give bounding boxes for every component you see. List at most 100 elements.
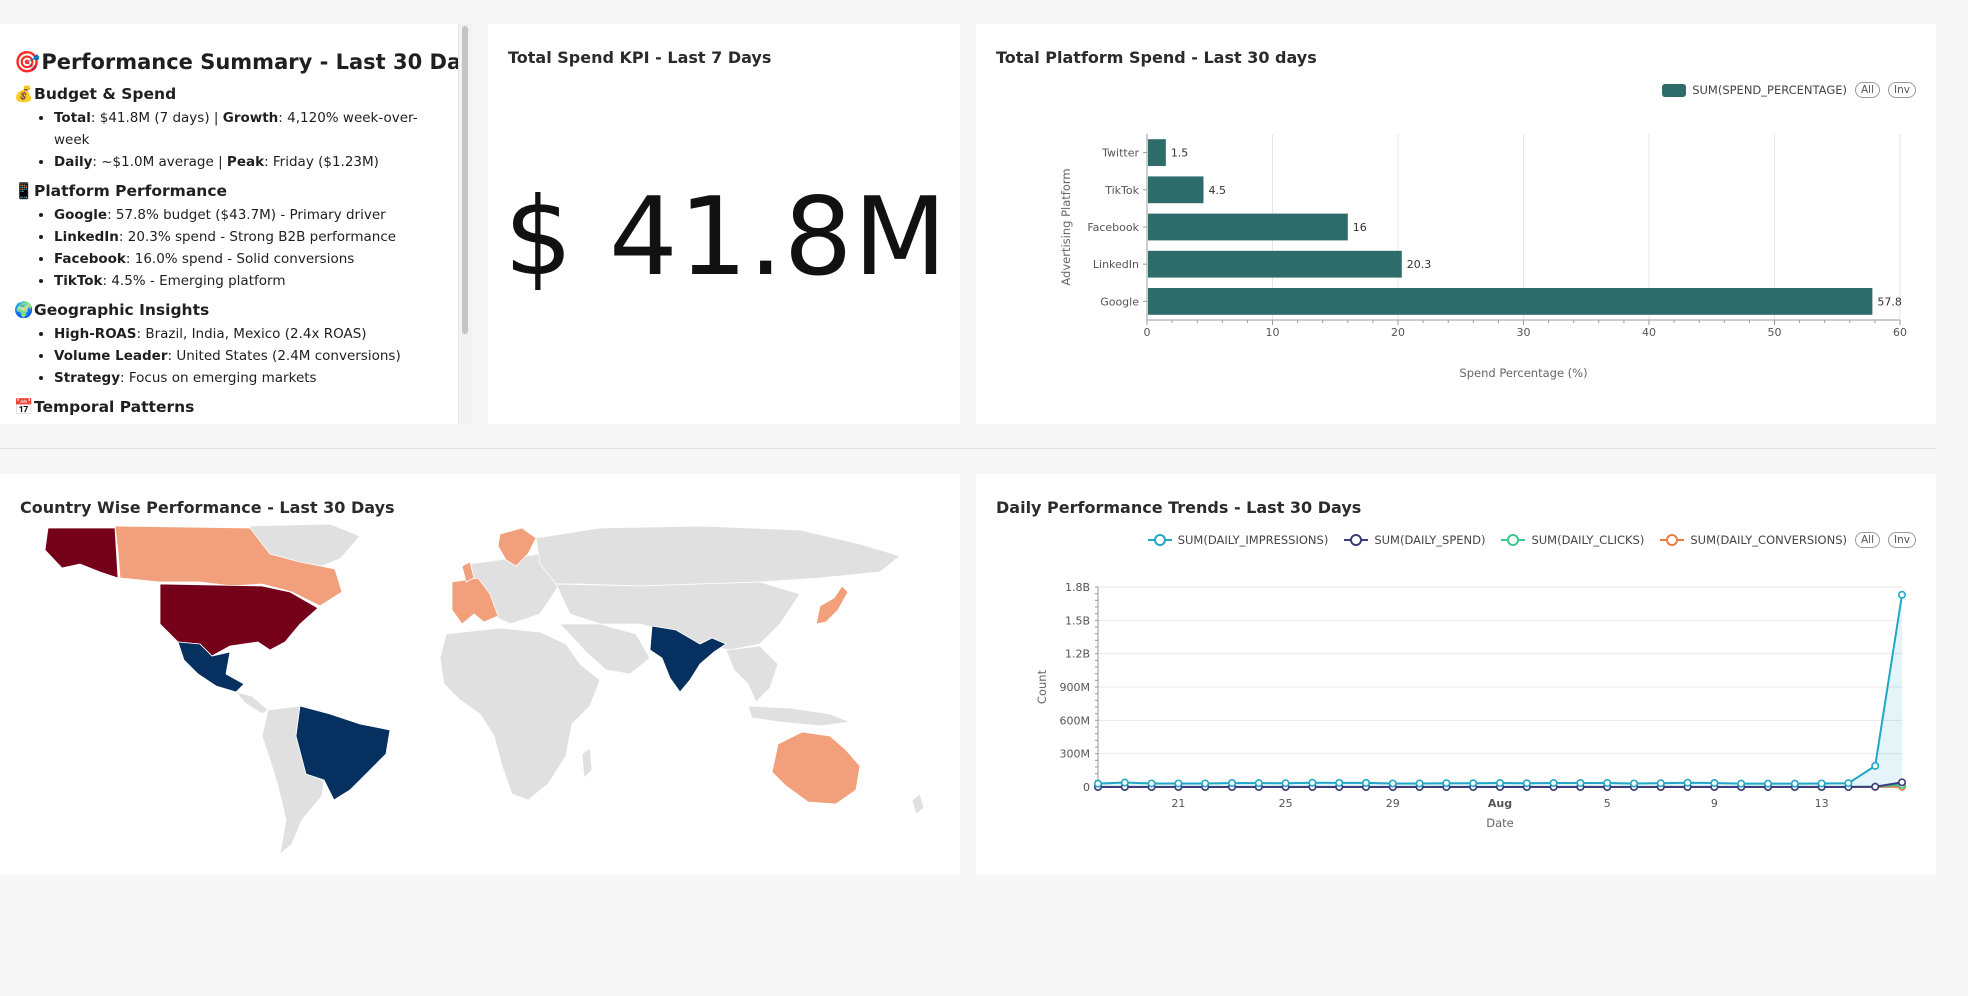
x-tick-label: Aug: [1488, 797, 1512, 810]
summary-list-item: High-ROAS: Brazil, India, Mexico (2.4x R…: [54, 323, 448, 345]
trends-legend: SUM(DAILY_IMPRESSIONS) SUM(DAILY_SPEND) SU…: [1140, 532, 1916, 548]
series-point: [1254, 779, 1263, 788]
section-icon: 📅: [14, 398, 34, 416]
summary-item-key: TikTok: [54, 273, 103, 289]
x-tick-label: 50: [1768, 326, 1782, 339]
x-tick-label: 13: [1815, 797, 1829, 810]
bar-linkedin: [1148, 250, 1402, 278]
series-point: [1710, 778, 1719, 787]
bar-data-label: 4.5: [1208, 184, 1226, 197]
y-tick-label: 1.2B: [1065, 648, 1090, 661]
x-tick-label: 9: [1711, 797, 1718, 810]
y-tick-label: 600M: [1060, 714, 1091, 727]
series-point: [1147, 779, 1156, 788]
series-point: [1308, 778, 1317, 787]
series-point: [1120, 778, 1129, 787]
bar-data-label: 57.8: [1877, 295, 1902, 308]
x-tick-label: 30: [1517, 326, 1531, 339]
y-tick-label: 0: [1083, 781, 1090, 794]
country-indonesia[interactable]: [747, 705, 852, 727]
impressions-area: [1098, 594, 1902, 787]
country-asia-central[interactable]: [555, 581, 801, 651]
series-point: [1228, 778, 1237, 787]
platform-spend-card: Total Platform Spend - Last 30 days SUM(…: [976, 24, 1936, 424]
y-tick-label: LinkedIn: [1093, 258, 1139, 271]
x-tick-label: 5: [1604, 797, 1611, 810]
legend-invert-button[interactable]: Inv: [1888, 532, 1916, 548]
summary-item-text: : ~$1.0M average |: [92, 154, 227, 170]
country-southeast-asia[interactable]: [725, 645, 779, 703]
summary-scrollbar-thumb[interactable]: [462, 26, 468, 334]
bar-google: [1148, 288, 1873, 315]
country-india[interactable]: [649, 625, 727, 693]
trends-chart-title: Daily Performance Trends - Last 30 Days: [996, 498, 1362, 517]
legend-item[interactable]: SUM(DAILY_SPEND): [1344, 533, 1485, 547]
legend-select-all-button[interactable]: All: [1855, 82, 1881, 98]
legend-swatch-marker: [1350, 534, 1363, 546]
country-scandinavia[interactable]: [497, 527, 537, 567]
country-africa[interactable]: [439, 627, 601, 801]
summary-item-text: : Focus on emerging markets: [120, 370, 317, 386]
series-point: [1576, 778, 1585, 787]
y-axis-title: Count: [1035, 669, 1049, 704]
summary-item-text: : 20.3% spend - Strong B2B performance: [118, 229, 397, 245]
country-alaska[interactable]: [44, 527, 119, 579]
series-point: [1844, 779, 1853, 788]
legend-item[interactable]: SUM(DAILY_IMPRESSIONS): [1147, 533, 1328, 547]
summary-scrollbar[interactable]: [458, 24, 472, 424]
series-point: [1683, 778, 1692, 787]
country-new-zealand[interactable]: [911, 793, 925, 815]
section-heading-text: Platform Performance: [34, 182, 228, 200]
country-australia[interactable]: [771, 731, 861, 805]
country-central-america[interactable]: [234, 691, 269, 715]
summary-section-heading: 📅Temporal Patterns: [14, 398, 448, 416]
series-point: [1656, 779, 1665, 788]
series-point: [1335, 778, 1344, 787]
y-tick-label: 1.8B: [1065, 581, 1090, 594]
summary-item-text: : 57.8% budget ($43.7M) - Primary driver: [107, 207, 386, 223]
series-point: [1871, 782, 1880, 791]
summary-list-item: Volume Leader: United States (2.4M conve…: [54, 345, 448, 367]
summary-list-item: TikTok: 4.5% - Emerging platform: [54, 270, 448, 292]
summary-list-item: Daily: ~$1.0M average | Peak: Friday ($1…: [54, 151, 448, 173]
summary-item-key: Peak: [226, 154, 265, 170]
legend-item-spend-percentage[interactable]: SUM(SPEND_PERCENTAGE): [1662, 83, 1847, 97]
legend-item[interactable]: SUM(DAILY_CONVERSIONS): [1660, 533, 1847, 547]
legend-item[interactable]: SUM(DAILY_CLICKS): [1501, 533, 1644, 547]
summary-item-text: : 4,120% week-over-week: [54, 110, 418, 148]
summary-item-text: : 4.5% - Emerging platform: [102, 273, 286, 289]
country-uk[interactable]: [461, 561, 475, 583]
country-western-europe[interactable]: [451, 577, 499, 625]
country-madagascar[interactable]: [581, 747, 593, 779]
section-heading-text: Budget & Spend: [34, 85, 177, 103]
series-point: [1897, 778, 1906, 787]
bar-tiktok: [1148, 176, 1204, 204]
series-point: [1549, 778, 1558, 787]
summary-item-key: Total: [54, 110, 91, 126]
summary-list: Google: 57.8% budget ($43.7M) - Primary …: [14, 204, 448, 292]
legend-label: SUM(DAILY_CONVERSIONS): [1690, 533, 1847, 547]
x-tick-label: 20: [1391, 326, 1405, 339]
y-tick-label: 900M: [1060, 681, 1091, 694]
series-point: [1871, 761, 1880, 770]
summary-section-heading: 📱Platform Performance: [14, 182, 448, 200]
country-japan[interactable]: [815, 585, 849, 625]
country-middle-east[interactable]: [559, 623, 651, 675]
x-tick-label: 29: [1386, 797, 1400, 810]
legend-label: SUM(DAILY_CLICKS): [1531, 533, 1645, 547]
section-heading-text: Temporal Patterns: [34, 398, 195, 416]
legend-select-all-button[interactable]: All: [1855, 532, 1881, 548]
legend-line-swatch: [1344, 534, 1369, 546]
legend-line-swatch: [1501, 534, 1526, 546]
summary-scroll-area[interactable]: 🎯 Performance Summary - Last 30 Days 💰Bu…: [0, 24, 458, 424]
country-performance-card: Country Wise Performance - Last 30 Days: [0, 474, 960, 874]
country-canada[interactable]: [114, 525, 343, 607]
legend-invert-button[interactable]: Inv: [1888, 82, 1916, 98]
legend-line-swatch: [1147, 534, 1172, 546]
summary-item-key: Volume Leader: [54, 348, 168, 364]
series-point: [1603, 778, 1612, 787]
country-brazil[interactable]: [295, 705, 391, 801]
country-mexico[interactable]: [177, 641, 245, 693]
summary-list-item: Strategy: Focus on emerging markets: [54, 367, 448, 389]
summary-item-text: : United States (2.4M conversions): [167, 348, 401, 364]
